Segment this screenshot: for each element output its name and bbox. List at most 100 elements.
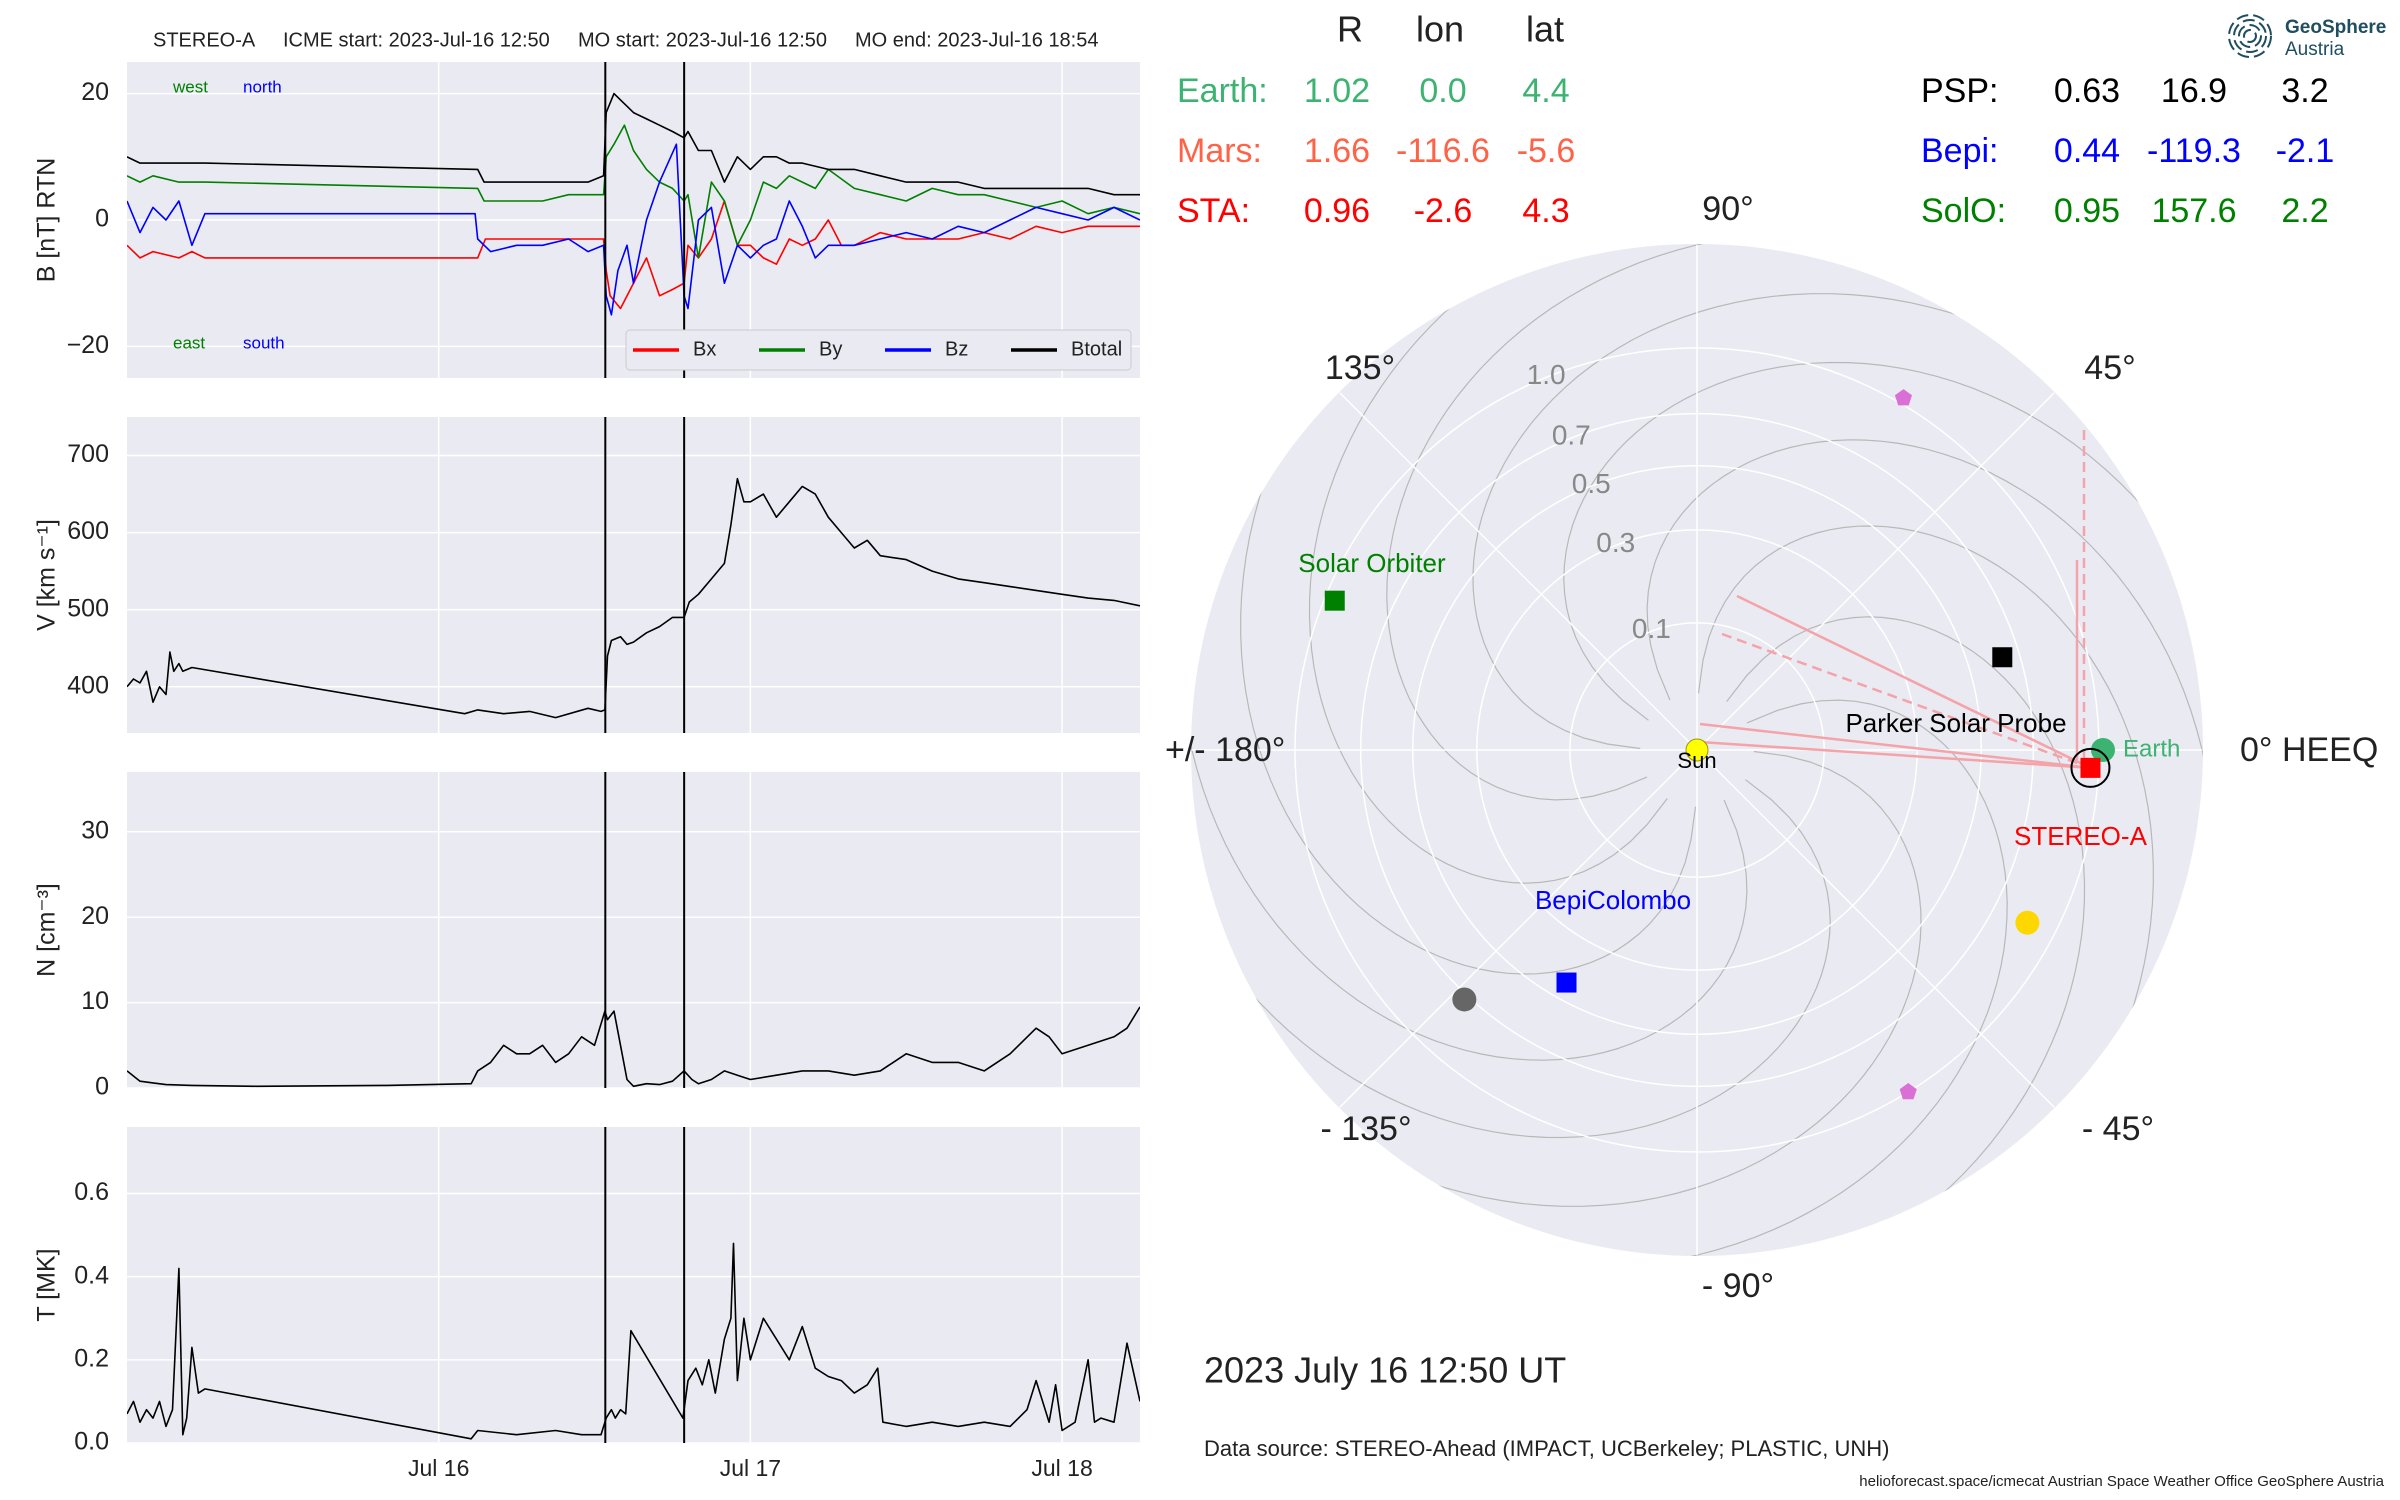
polar-plot	[1191, 244, 2203, 1256]
body-label-bepicolombo: BepiColombo	[1535, 885, 1691, 915]
logo-mark-ring	[2233, 19, 2267, 53]
body-marker-solar-orbiter	[1324, 590, 1345, 611]
series-line-btotal	[127, 92, 1140, 196]
body-marker-marker-lower	[1899, 1083, 1917, 1100]
panel-speed	[127, 417, 1140, 733]
table-row-label: STA:	[1177, 192, 1250, 230]
polar-angle-label: - 90°	[1702, 1267, 1774, 1305]
polar-date-title: 2023 July 16 12:50 UT	[1204, 1350, 1566, 1391]
y-tick-label: 0.0	[74, 1428, 109, 1456]
panel-density	[127, 772, 1140, 1089]
panel-temperature	[127, 1127, 1140, 1444]
panel-background	[127, 1127, 1140, 1443]
table-row-label: Bepi:	[1921, 132, 1999, 170]
table-header-lat: lat	[1526, 9, 1564, 50]
polar-angle-label: 135°	[1325, 349, 1395, 387]
parker-spiral-arc	[1240, 310, 1697, 975]
footer-credits: helioforecast.space/icmecat Austrian Spa…	[1859, 1473, 2384, 1490]
y-tick-label: 700	[67, 440, 109, 468]
polar-angle-label: 0° HEEQ	[2240, 731, 2378, 769]
angle-spoke	[1696, 749, 2055, 1108]
table-row-label: Earth:	[1177, 72, 1268, 110]
legend-label-bx: Bx	[693, 338, 716, 360]
chart-legend	[625, 329, 1132, 371]
y-tick-label: 500	[67, 594, 109, 622]
parker-spiral-arc	[1257, 750, 1922, 1207]
y-axis-label: V [km s⁻¹]	[33, 519, 61, 631]
y-tick-label: 10	[81, 987, 109, 1015]
parker-spiral-arc	[1386, 244, 1912, 801]
angle-spoke	[1696, 392, 2055, 751]
annotation-west: west	[172, 77, 208, 96]
parker-spirals	[1191, 244, 2203, 1256]
panel-background	[127, 417, 1140, 733]
legend-label-bz: Bz	[945, 338, 968, 360]
y-tick-label: 0	[95, 1073, 109, 1101]
body-marker-venus	[1452, 987, 1477, 1012]
radial-tick-label: 0.5	[1572, 468, 1611, 499]
angle-spoke	[1339, 749, 1698, 1108]
table-header-r: R	[1337, 9, 1363, 50]
y-tick-label: 0.4	[74, 1261, 109, 1289]
y-tick-label: 20	[81, 902, 109, 930]
body-marker-mars	[2015, 910, 2040, 935]
legend-box	[625, 329, 1132, 371]
table-row-r: 0.63	[2054, 72, 2120, 110]
radial-tick-label: 1.0	[1527, 359, 1566, 390]
header-icme-start: ICME start: 2023-Jul-16 12:50	[283, 29, 550, 51]
table-row-r: 0.96	[1304, 192, 1370, 230]
logo-mark-ring	[2238, 24, 2262, 48]
parker-spiral-arc	[1482, 699, 2008, 1256]
table-row-label: SolO:	[1921, 192, 2006, 230]
y-tick-label: 0	[95, 205, 109, 233]
parker-spiral-arc	[1563, 361, 2203, 721]
radial-tick-label: 0.7	[1552, 420, 1591, 451]
series-group	[127, 1006, 1140, 1088]
table-row-lon: -119.3	[2147, 132, 2241, 170]
cme-direction-line	[1736, 594, 2092, 769]
cme-direction-line	[1721, 632, 2091, 770]
footer-data-source: Data source: STEREO-Ahead (IMPACT, UCBer…	[1204, 1436, 1889, 1461]
table-row-r: 1.02	[1304, 72, 1370, 110]
table-row-label: PSP:	[1921, 72, 1998, 110]
x-tick-label: Jul 18	[1031, 1455, 1092, 1481]
body-marker-stereo-a	[2080, 757, 2101, 778]
geosphere-logo	[2228, 14, 2272, 58]
table-row-lat: 4.4	[1522, 72, 1569, 110]
table-row-lon: 0.0	[1419, 72, 1466, 110]
parker-spiral-arc	[1472, 293, 2137, 750]
polar-angle-label: 90°	[1702, 190, 1753, 228]
body-label-stereo-a: STEREO-A	[2014, 821, 2148, 851]
polar-angle-label: - 135°	[1320, 1110, 1411, 1148]
table-row-lat: 3.2	[2281, 72, 2328, 110]
stereo-a-ring	[2070, 747, 2111, 788]
series-line-n	[127, 1006, 1140, 1088]
body-label-earth: Earth	[2123, 735, 2180, 762]
parker-spiral-arc	[1191, 535, 1748, 1061]
table-row-r: 0.44	[2054, 132, 2120, 170]
header-mo-start: MO start: 2023-Jul-16 12:50	[578, 29, 827, 51]
parker-spiral-arc	[1191, 779, 1831, 1139]
body-label-sun: Sun	[1677, 748, 1716, 773]
table-row-lat: 2.2	[2281, 192, 2328, 230]
table-row-lon: 16.9	[2161, 72, 2227, 110]
body-marker-bepicolombo	[1556, 972, 1577, 993]
cme-direction-line	[1699, 722, 2091, 770]
logo-mark-ring	[2243, 29, 2257, 43]
series-line-bz	[127, 143, 1140, 316]
polar-angle-label: - 45°	[2082, 1110, 2154, 1148]
annotation-east: east	[173, 333, 205, 352]
logo-text-line2: Austria	[2285, 39, 2345, 60]
table-row-lat: 4.3	[1522, 192, 1569, 230]
body-label-parker-solar-probe: Parker Solar Probe	[1845, 708, 2066, 738]
table-row-label: Mars:	[1177, 132, 1262, 170]
annotation-north: north	[243, 77, 282, 96]
parker-spiral-arc	[1726, 616, 2086, 1256]
y-tick-label: 0.6	[74, 1178, 109, 1206]
table-row-lon: 157.6	[2151, 192, 2236, 230]
x-tick-label: Jul 16	[408, 1455, 469, 1481]
annotation-south: south	[243, 333, 285, 352]
header-spacecraft: STEREO-A	[153, 29, 256, 51]
panel-magnetic-field	[127, 62, 1140, 378]
